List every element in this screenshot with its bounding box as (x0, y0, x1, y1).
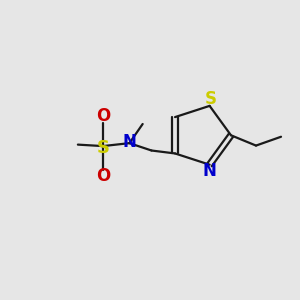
Text: N: N (122, 133, 136, 151)
Text: S: S (96, 139, 110, 157)
Text: O: O (96, 167, 110, 185)
Text: N: N (203, 162, 217, 180)
Text: O: O (96, 107, 110, 125)
Text: S: S (205, 90, 217, 108)
